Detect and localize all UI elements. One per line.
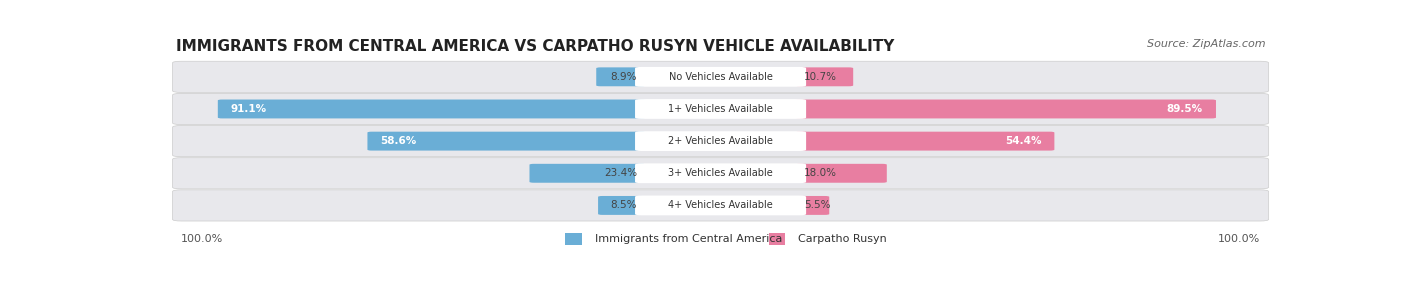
FancyBboxPatch shape — [530, 164, 645, 183]
Text: 100.0%: 100.0% — [1218, 234, 1260, 244]
FancyBboxPatch shape — [173, 94, 1268, 125]
Text: 8.5%: 8.5% — [610, 200, 637, 210]
Text: Immigrants from Central America: Immigrants from Central America — [595, 234, 782, 244]
FancyBboxPatch shape — [636, 163, 806, 183]
FancyBboxPatch shape — [596, 67, 645, 86]
FancyBboxPatch shape — [173, 190, 1268, 221]
Text: 2+ Vehicles Available: 2+ Vehicles Available — [668, 136, 773, 146]
Text: IMMIGRANTS FROM CENTRAL AMERICA VS CARPATHO RUSYN VEHICLE AVAILABILITY: IMMIGRANTS FROM CENTRAL AMERICA VS CARPA… — [176, 39, 894, 54]
FancyBboxPatch shape — [796, 100, 1216, 118]
Text: 1+ Vehicles Available: 1+ Vehicles Available — [668, 104, 773, 114]
Text: 4+ Vehicles Available: 4+ Vehicles Available — [668, 200, 773, 210]
Text: 8.9%: 8.9% — [610, 72, 637, 82]
Text: Source: ZipAtlas.com: Source: ZipAtlas.com — [1147, 39, 1265, 49]
Text: 58.6%: 58.6% — [381, 136, 416, 146]
Text: 10.7%: 10.7% — [804, 72, 837, 82]
FancyBboxPatch shape — [636, 131, 806, 151]
FancyBboxPatch shape — [769, 233, 786, 245]
FancyBboxPatch shape — [796, 196, 830, 215]
Text: 91.1%: 91.1% — [231, 104, 267, 114]
FancyBboxPatch shape — [796, 67, 853, 86]
FancyBboxPatch shape — [173, 158, 1268, 189]
FancyBboxPatch shape — [565, 233, 582, 245]
Text: 89.5%: 89.5% — [1167, 104, 1204, 114]
FancyBboxPatch shape — [173, 61, 1268, 92]
Text: 18.0%: 18.0% — [804, 168, 837, 178]
Text: No Vehicles Available: No Vehicles Available — [669, 72, 772, 82]
Text: 54.4%: 54.4% — [1005, 136, 1042, 146]
Text: 3+ Vehicles Available: 3+ Vehicles Available — [668, 168, 773, 178]
FancyBboxPatch shape — [598, 196, 645, 215]
FancyBboxPatch shape — [636, 67, 806, 87]
Text: 5.5%: 5.5% — [804, 200, 831, 210]
FancyBboxPatch shape — [218, 100, 645, 118]
FancyBboxPatch shape — [796, 164, 887, 183]
FancyBboxPatch shape — [636, 99, 806, 119]
FancyBboxPatch shape — [173, 126, 1268, 157]
Text: 23.4%: 23.4% — [605, 168, 637, 178]
FancyBboxPatch shape — [367, 132, 645, 151]
Text: 100.0%: 100.0% — [181, 234, 224, 244]
Text: Carpatho Rusyn: Carpatho Rusyn — [799, 234, 887, 244]
FancyBboxPatch shape — [636, 196, 806, 215]
FancyBboxPatch shape — [796, 132, 1054, 151]
